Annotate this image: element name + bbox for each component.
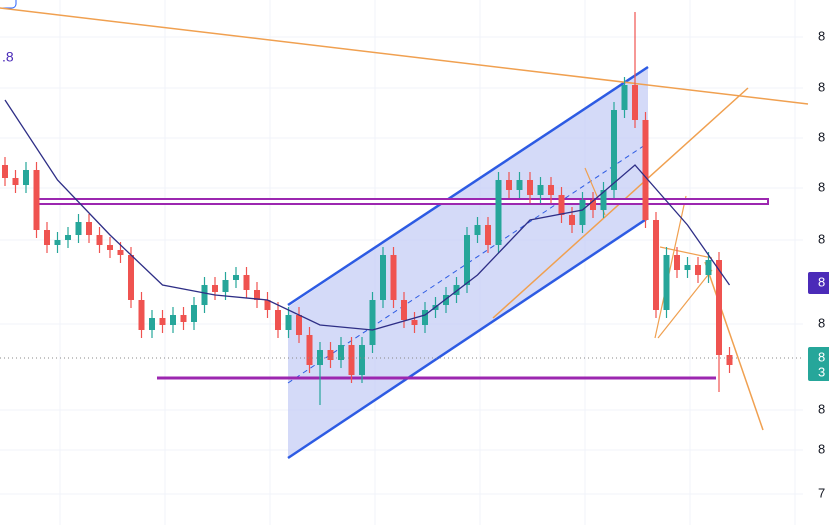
candle-body bbox=[569, 215, 575, 225]
candles bbox=[2, 12, 733, 405]
candle-body bbox=[201, 285, 208, 305]
candle-body bbox=[506, 180, 512, 190]
trend-line bbox=[704, 261, 764, 431]
candle-body bbox=[159, 318, 166, 325]
candle-body bbox=[411, 320, 418, 325]
candle-body bbox=[401, 300, 407, 320]
candle-body bbox=[621, 85, 628, 110]
candle-body bbox=[117, 250, 124, 255]
candle-body bbox=[44, 230, 50, 245]
candle-body bbox=[359, 345, 365, 375]
candle-body bbox=[54, 240, 61, 245]
candle-body bbox=[12, 178, 19, 185]
candle-body bbox=[422, 310, 428, 325]
candle-body bbox=[285, 315, 292, 330]
channel-lower bbox=[287, 216, 649, 460]
candle-body bbox=[369, 300, 376, 345]
candle-body bbox=[464, 235, 470, 285]
candle-body bbox=[548, 185, 554, 195]
y-tick-label: 8 bbox=[818, 28, 825, 43]
candle-body bbox=[632, 85, 638, 120]
candle-body bbox=[485, 225, 491, 245]
candle-body bbox=[579, 200, 586, 225]
price-label: 8 bbox=[818, 349, 825, 364]
trend-line bbox=[0, 7, 809, 105]
moving-average bbox=[4, 99, 731, 331]
candle-body bbox=[107, 245, 113, 250]
candle-body bbox=[684, 265, 691, 270]
candle-body bbox=[86, 222, 92, 235]
y-tick-label: 8 bbox=[818, 79, 825, 94]
candle-body bbox=[558, 195, 565, 215]
y-tick-label: 8 bbox=[818, 401, 825, 416]
candle-body bbox=[537, 185, 544, 195]
candle-body bbox=[96, 235, 103, 245]
candle-body bbox=[527, 180, 533, 195]
candle-body bbox=[653, 220, 659, 310]
candle-body bbox=[726, 355, 733, 365]
y-tick-label: 8 bbox=[818, 231, 825, 246]
candle-body bbox=[642, 120, 649, 220]
candle-body bbox=[443, 295, 449, 305]
candle-body bbox=[327, 350, 334, 360]
candle-body bbox=[590, 200, 596, 210]
candle-body bbox=[128, 255, 134, 300]
y-tick-label: 8 bbox=[818, 315, 825, 330]
candle-body bbox=[191, 305, 197, 322]
candle-body bbox=[516, 180, 523, 190]
channel-upper bbox=[287, 65, 649, 307]
candle-body bbox=[23, 170, 29, 185]
y-tick-label: 8 bbox=[818, 179, 825, 194]
candle-body bbox=[212, 285, 218, 292]
candle-body bbox=[243, 275, 250, 290]
candle-body bbox=[338, 345, 344, 360]
price-label-box bbox=[808, 272, 829, 294]
candle-body bbox=[674, 255, 680, 270]
candle-body bbox=[495, 180, 502, 245]
candle-body bbox=[275, 310, 281, 330]
indicator-label: .8 bbox=[2, 49, 14, 65]
candle-body bbox=[138, 300, 145, 330]
candle-body bbox=[663, 255, 670, 310]
candle-body bbox=[600, 190, 607, 210]
y-tick-label: 8 bbox=[818, 441, 825, 456]
price-label-box bbox=[808, 347, 829, 381]
candle-body bbox=[348, 345, 355, 375]
y-tick-label: 8 bbox=[818, 129, 825, 144]
candle-body bbox=[254, 290, 260, 300]
candle-body bbox=[233, 275, 239, 280]
candle-body bbox=[695, 265, 701, 275]
candle-body bbox=[222, 280, 229, 292]
candle-body bbox=[306, 335, 313, 365]
y-tick-label: 7 bbox=[818, 485, 825, 500]
pattern-line bbox=[654, 195, 687, 339]
price-sublabel: 3 bbox=[818, 364, 825, 379]
candle-body bbox=[170, 315, 176, 325]
price-label: 8 bbox=[818, 274, 825, 289]
candle-body bbox=[716, 260, 722, 355]
candle-body bbox=[380, 255, 386, 300]
candle-body bbox=[65, 235, 71, 240]
candle-body bbox=[75, 222, 82, 235]
pattern-line bbox=[657, 269, 713, 339]
candle-body bbox=[390, 255, 397, 300]
candle-body bbox=[2, 165, 8, 178]
candle-body bbox=[474, 225, 481, 235]
pattern-line bbox=[659, 246, 713, 259]
candle-body bbox=[705, 260, 712, 275]
candle-body bbox=[149, 318, 155, 330]
candle-body bbox=[296, 315, 302, 335]
candle-body bbox=[180, 315, 187, 322]
candle-body bbox=[33, 170, 40, 230]
candle-body bbox=[453, 285, 460, 295]
candle-body bbox=[264, 300, 271, 310]
candle-body bbox=[611, 110, 617, 190]
zone bbox=[36, 198, 769, 205]
